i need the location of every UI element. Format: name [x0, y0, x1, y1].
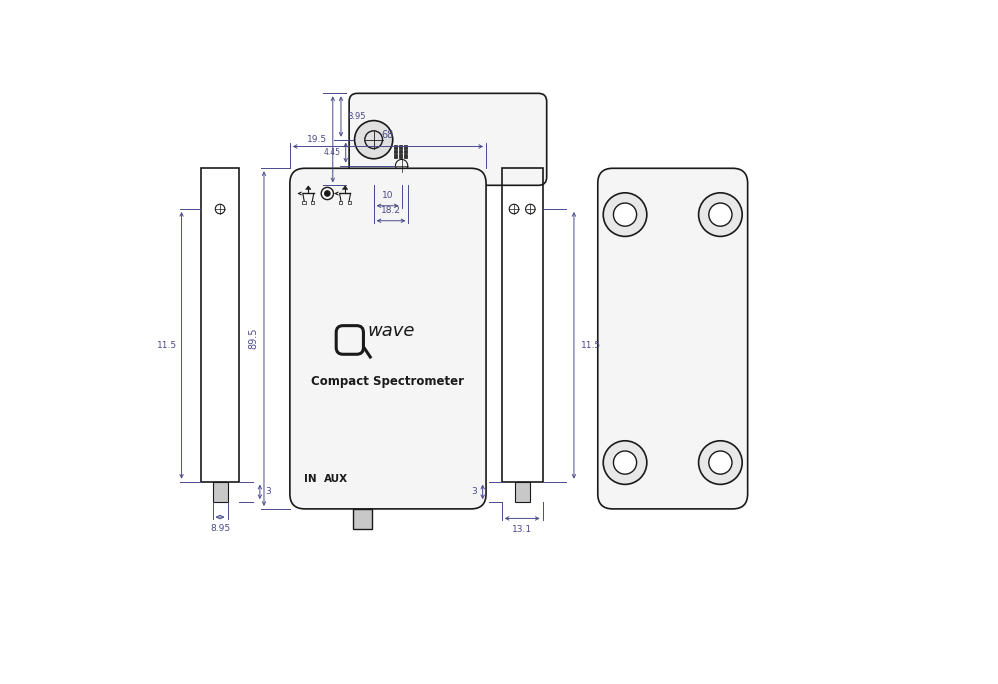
Circle shape: [603, 440, 647, 484]
Bar: [311, 201, 314, 205]
Circle shape: [699, 193, 743, 237]
Bar: [398, 155, 402, 158]
Circle shape: [614, 203, 637, 226]
Circle shape: [324, 191, 330, 196]
Circle shape: [603, 193, 647, 237]
Bar: [201, 168, 240, 482]
Text: 4.45: 4.45: [323, 148, 340, 157]
Text: 18.2: 18.2: [381, 207, 401, 215]
Bar: [302, 201, 305, 205]
Bar: [339, 201, 342, 205]
Text: 3: 3: [265, 488, 271, 497]
Bar: [347, 201, 351, 205]
Bar: [398, 145, 402, 148]
Text: wave: wave: [367, 322, 415, 340]
Text: 19.5: 19.5: [307, 135, 327, 144]
Polygon shape: [342, 186, 347, 189]
Text: 68: 68: [382, 130, 394, 140]
Bar: [213, 482, 228, 502]
Text: AUX: AUX: [324, 474, 348, 484]
Circle shape: [614, 451, 637, 474]
Bar: [403, 145, 407, 148]
Text: 11.5: 11.5: [581, 341, 601, 350]
Text: 11.5: 11.5: [157, 341, 177, 350]
Bar: [394, 155, 397, 158]
Text: 8.95: 8.95: [210, 524, 231, 533]
Bar: [398, 150, 402, 153]
Bar: [515, 482, 530, 502]
Text: Compact Spectrometer: Compact Spectrometer: [311, 375, 464, 388]
Text: 13.1: 13.1: [512, 525, 532, 534]
Text: 8.95: 8.95: [347, 112, 365, 121]
Circle shape: [354, 120, 393, 159]
FancyBboxPatch shape: [289, 168, 486, 509]
Circle shape: [709, 203, 732, 226]
Circle shape: [709, 451, 732, 474]
Bar: [394, 145, 397, 148]
Text: 10: 10: [382, 192, 393, 200]
Polygon shape: [305, 186, 311, 189]
Bar: [403, 150, 407, 153]
Text: 3: 3: [471, 488, 477, 497]
Text: 89.5: 89.5: [249, 328, 258, 350]
FancyBboxPatch shape: [598, 168, 748, 509]
Bar: [353, 509, 372, 529]
Text: IN: IN: [304, 474, 316, 484]
Bar: [394, 150, 397, 153]
Bar: [502, 168, 543, 482]
FancyBboxPatch shape: [349, 93, 547, 185]
Bar: [403, 155, 407, 158]
Circle shape: [699, 440, 743, 484]
